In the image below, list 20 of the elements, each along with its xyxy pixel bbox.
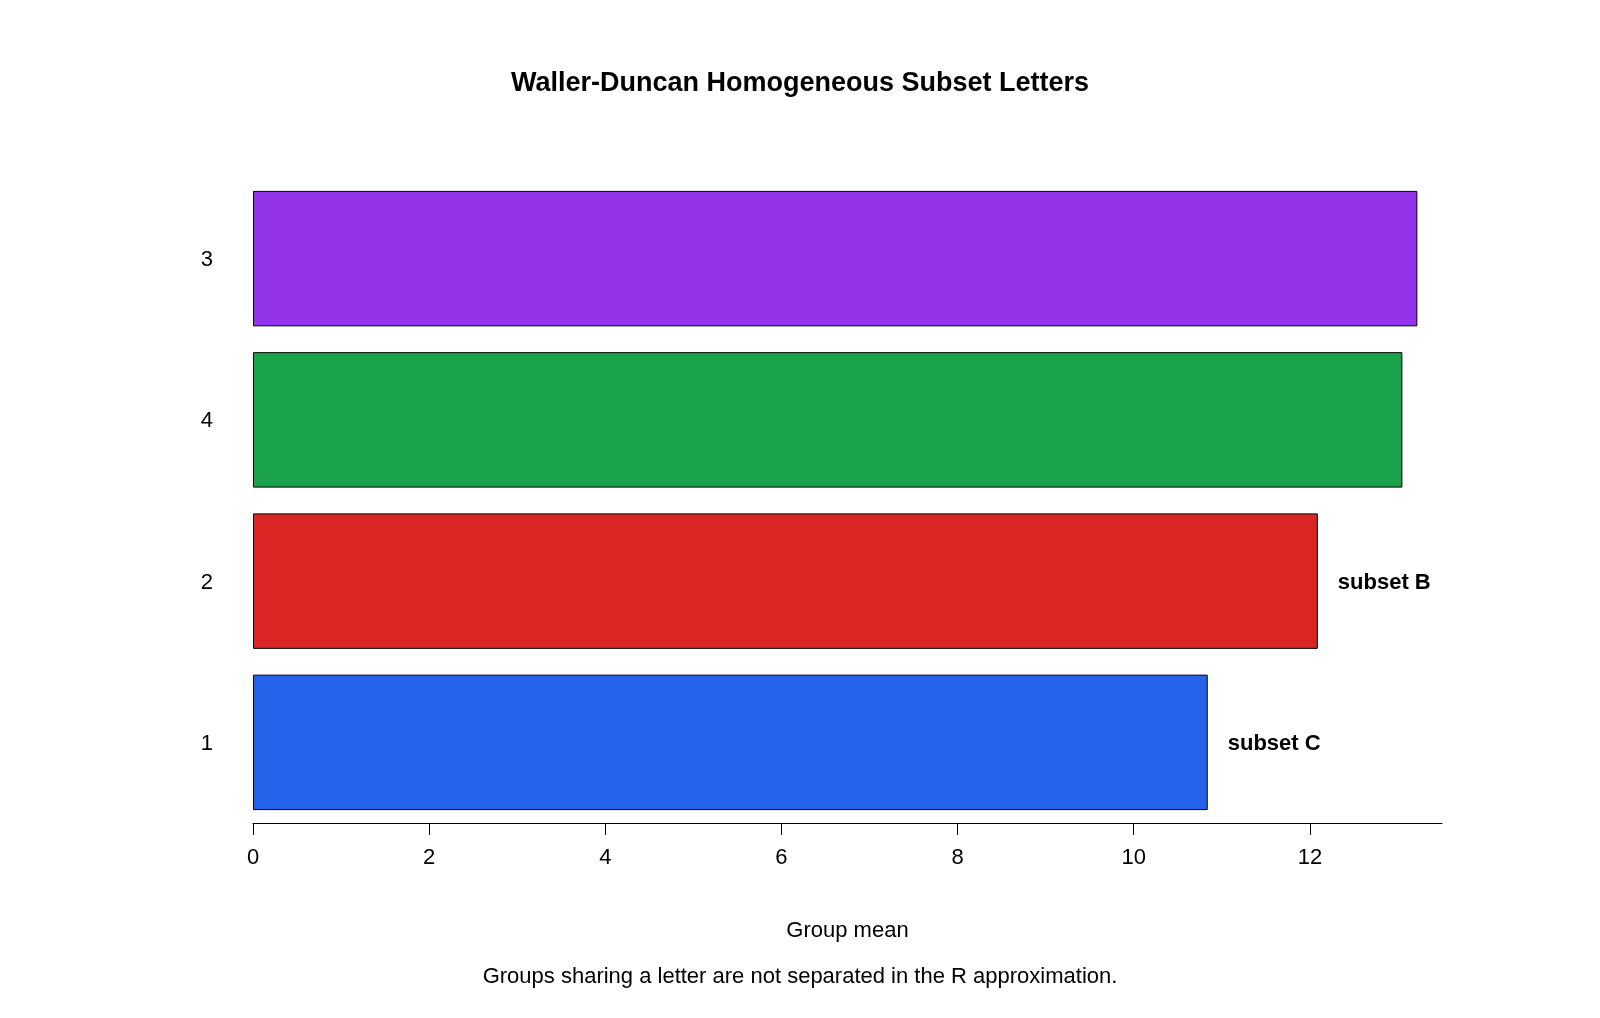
chart-title: Waller-Duncan Homogeneous Subset Letters <box>510 66 1090 97</box>
text: Groups sharing a letter are not separated in the R approximation. <box>482 962 1118 988</box>
x-tick-label: 12 <box>1297 843 1323 869</box>
bar <box>253 674 1208 811</box>
x-tick-label: 4 <box>599 843 612 869</box>
y-tick-label: 4 <box>200 407 213 433</box>
x-axis-title: Group mean <box>786 916 909 942</box>
bar <box>253 352 1403 488</box>
x-tick-label: 8 <box>951 843 964 869</box>
y-tick-label: 1 <box>200 729 213 755</box>
x-tick-label: 6 <box>775 843 788 869</box>
x-tick-label: 10 <box>1121 843 1146 869</box>
bar <box>253 190 1418 327</box>
x-tick-label: 0 <box>246 843 260 869</box>
y-tick-label: 2 <box>200 568 213 594</box>
bar <box>253 513 1318 649</box>
data-label: subset B <box>1337 568 1431 594</box>
x-tick-label: 2 <box>423 843 436 869</box>
data-label: subset C <box>1227 729 1321 755</box>
y-tick-label: 3 <box>200 246 213 272</box>
